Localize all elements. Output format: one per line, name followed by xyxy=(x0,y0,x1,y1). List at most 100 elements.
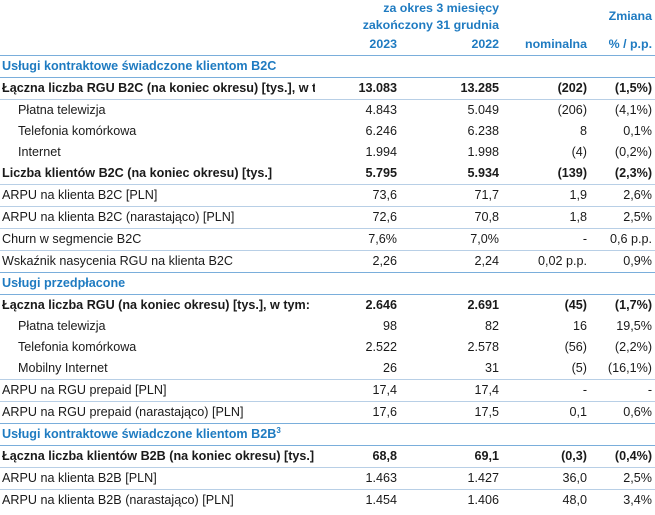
value-nominal: 1,8 xyxy=(502,206,591,229)
value-2023: 7,6% xyxy=(315,228,400,251)
value-2022: 6.238 xyxy=(467,124,500,138)
value-pp: (0,2%) xyxy=(614,145,653,159)
value-nominal: 0,1 xyxy=(569,405,588,419)
value-nominal: (5) xyxy=(502,358,591,380)
value-2022: 82 xyxy=(485,319,500,333)
value-2022: 2,24 xyxy=(474,254,500,268)
table-row: Telefonia komórkowa 6.246 6.238 8 0,1% xyxy=(0,121,655,142)
value-nominal: - xyxy=(502,228,591,251)
section-title-prepaid: Usługi przedpłacone xyxy=(0,272,655,295)
table-row: ARPU na klienta B2B (narastająco) [PLN] … xyxy=(0,490,655,512)
table-row: Płatna telewizja 98 82 16 19,5% xyxy=(0,316,655,337)
row-label: ARPU na klienta B2B (narastająco) [PLN] xyxy=(2,493,234,507)
row-label: Płatna telewizja xyxy=(18,103,106,117)
section-b2b: Usługi kontraktowe świadczone klientom B… xyxy=(0,423,655,446)
value-2023: 98 xyxy=(382,319,397,333)
row-label: ARPU na RGU prepaid [PLN] xyxy=(0,379,315,402)
value-2022: 1.998 xyxy=(467,145,500,159)
value-pp: (1,5%) xyxy=(590,77,655,100)
table-row: Liczba klientów B2C (na koniec okresu) [… xyxy=(0,163,655,185)
value-2022: 2.691 xyxy=(467,298,500,312)
value-2023: 6.246 xyxy=(365,124,397,138)
value-pp: 2,5% xyxy=(590,206,655,229)
table-row: Łączna liczba RGU B2C (na koniec okresu)… xyxy=(0,77,655,100)
section-b2c: Usługi kontraktowe świadczone klientom B… xyxy=(0,55,655,78)
value-pp: 2,5% xyxy=(590,467,655,490)
row-label: Łączna liczba klientów B2B (na koniec ok… xyxy=(0,445,315,468)
value-pp: 3,4% xyxy=(623,493,653,507)
table-row: ARPU na RGU prepaid [PLN] 17,4 17,4 - - xyxy=(0,379,655,402)
table-row: ARPU na klienta B2C [PLN] 73,6 71,7 1,9 … xyxy=(0,184,655,207)
value-2022: 70,8 xyxy=(400,206,503,229)
value-2022: 5.934 xyxy=(400,163,503,185)
value-pp: (1,7%) xyxy=(614,298,653,312)
value-2023: 5.795 xyxy=(315,163,400,185)
row-label: Telefonia komórkowa xyxy=(18,124,137,138)
header-row-1: za okres 3 miesięcy xyxy=(0,0,655,17)
col-header-pp: % / p.p. xyxy=(590,34,655,56)
value-2023: 2.522 xyxy=(365,340,397,354)
value-2023: 2,26 xyxy=(372,254,397,268)
value-2022: 13.285 xyxy=(400,77,503,100)
value-2023: 4.843 xyxy=(365,103,397,117)
value-2023: 1.463 xyxy=(315,467,400,490)
value-nominal: (4) xyxy=(571,145,588,159)
col-header-2023: 2023 xyxy=(315,34,400,56)
row-label: Internet xyxy=(18,145,61,159)
table-row: Łączna liczba RGU (na koniec okresu) [ty… xyxy=(0,295,655,317)
value-pp: (2,3%) xyxy=(590,163,655,185)
value-pp: 0,6 p.p. xyxy=(590,228,655,251)
value-nominal: 36,0 xyxy=(502,467,591,490)
row-label: Płatna telewizja xyxy=(18,319,106,333)
value-2023: 72,6 xyxy=(315,206,400,229)
value-pp: - xyxy=(590,379,655,402)
value-2023: 1.994 xyxy=(365,145,397,159)
section-prepaid: Usługi przedpłacone xyxy=(0,272,655,295)
value-2023: 2.646 xyxy=(365,298,397,312)
value-2022: 31 xyxy=(400,358,503,380)
header-row-2: zakończony 31 grudnia Zmiana xyxy=(0,9,655,34)
value-pp: (4,1%) xyxy=(614,103,653,117)
value-pp: 19,5% xyxy=(616,319,653,333)
table-row: Internet 1.994 1.998 (4) (0,2%) xyxy=(0,142,655,163)
value-nominal: (202) xyxy=(502,77,591,100)
footnote-marker: 3 xyxy=(276,425,281,435)
table-row: Mobilny Internet 26 31 (5) (16,1%) xyxy=(0,358,655,380)
section-title-b2c: Usługi kontraktowe świadczone klientom B… xyxy=(0,55,655,78)
value-pp: 2,6% xyxy=(590,184,655,207)
value-nominal: (45) xyxy=(564,298,588,312)
value-2022: 17,5 xyxy=(474,405,500,419)
col-header-2022: 2022 xyxy=(400,34,503,56)
section-title-b2b-text: Usługi kontraktowe świadczone klientom B… xyxy=(2,427,277,441)
row-label: Telefonia komórkowa xyxy=(18,340,137,354)
value-2022: 71,7 xyxy=(400,184,503,207)
value-nominal: 1,9 xyxy=(502,184,591,207)
row-label: Wskaźnik nasycenia RGU na klienta B2C xyxy=(2,254,233,268)
table-row: ARPU na RGU prepaid (narastająco) [PLN] … xyxy=(0,402,655,424)
value-nominal: 48,0 xyxy=(562,493,588,507)
value-nominal: (0,3) xyxy=(502,445,591,468)
value-pp: 0,1% xyxy=(623,124,653,138)
row-label: ARPU na klienta B2C (narastająco) [PLN] xyxy=(0,206,315,229)
value-pp: 0,6% xyxy=(623,405,653,419)
row-label: ARPU na klienta B2B [PLN] xyxy=(0,467,315,490)
value-2022: 2.578 xyxy=(467,340,500,354)
value-pp: 0,9% xyxy=(623,254,653,268)
value-2022: 5.049 xyxy=(467,103,500,117)
row-label: ARPU na RGU prepaid (narastająco) [PLN] xyxy=(2,405,244,419)
row-label: Łączna liczba RGU (na koniec okresu) [ty… xyxy=(2,298,310,312)
value-nominal: - xyxy=(502,379,591,402)
value-nominal: (139) xyxy=(502,163,591,185)
change-header: Zmiana xyxy=(608,9,653,23)
row-label: Liczba klientów B2C (na koniec okresu) [… xyxy=(0,163,315,185)
col-header-nominal: nominalna xyxy=(502,34,591,56)
table-row: Telefonia komórkowa 2.522 2.578 (56) (2,… xyxy=(0,337,655,358)
value-2023: 68,8 xyxy=(315,445,400,468)
row-label: Łączna liczba RGU B2C (na koniec okresu)… xyxy=(0,77,315,100)
table-row: ARPU na klienta B2B [PLN] 1.463 1.427 36… xyxy=(0,467,655,490)
table-row: Płatna telewizja 4.843 5.049 (206) (4,1%… xyxy=(0,100,655,122)
value-pp: (16,1%) xyxy=(590,358,655,380)
row-label: ARPU na klienta B2C [PLN] xyxy=(0,184,315,207)
header-row-3: 2023 2022 nominalna % / p.p. xyxy=(0,34,655,56)
